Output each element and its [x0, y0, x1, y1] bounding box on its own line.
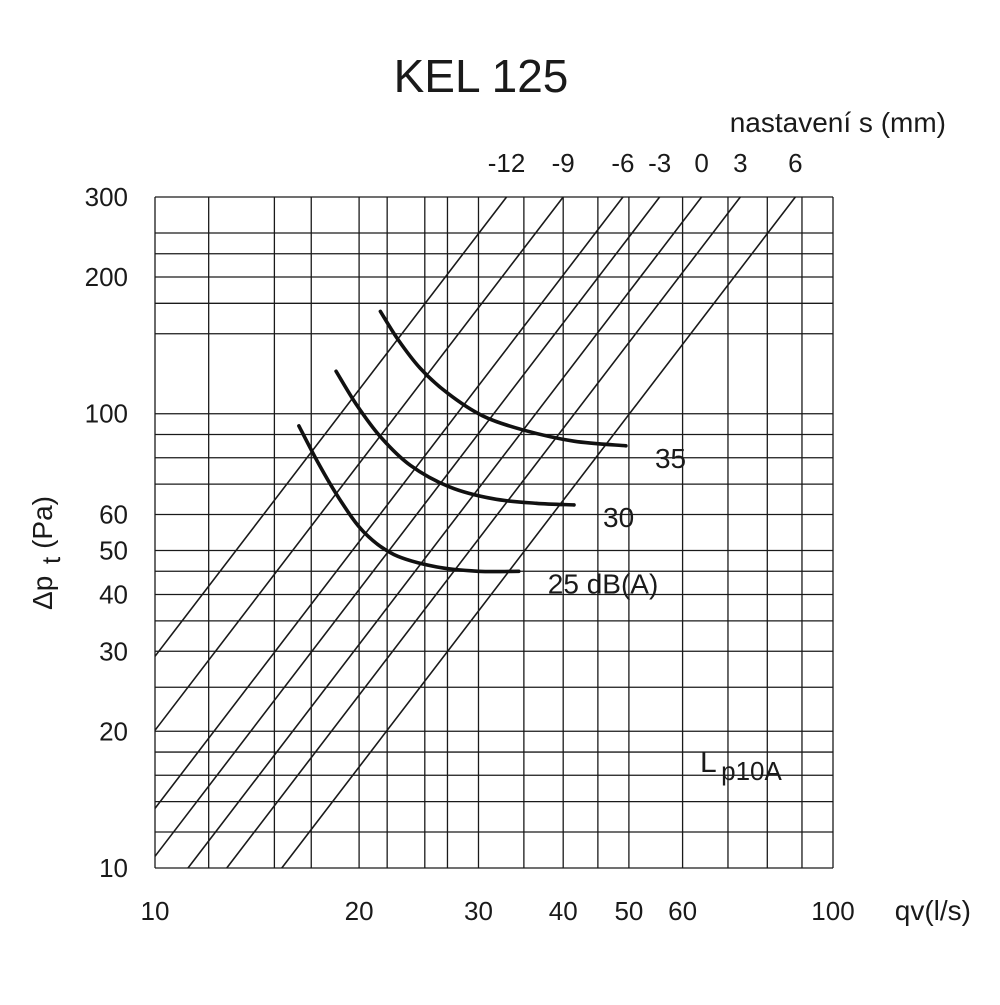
y-tick-label-40: 40: [99, 580, 128, 610]
x-tick-label-100: 100: [811, 896, 854, 926]
y-axis-label-subscript: t: [36, 556, 66, 564]
y-axis-label-delta: Δp: [27, 576, 58, 610]
annotation-main: L: [700, 746, 717, 779]
x-tick-label-60: 60: [668, 896, 697, 926]
y-tick-label-10: 10: [99, 853, 128, 883]
noise-level-annotation: L p10A: [700, 746, 783, 786]
setting-label-3: 3: [733, 148, 747, 178]
x-axis-label: qv(l/s): [895, 895, 971, 926]
x-tick-label-50: 50: [614, 896, 643, 926]
y-tick-label-200: 200: [85, 262, 128, 292]
grid: [154, 196, 834, 869]
setting-line-6: [281, 196, 796, 869]
noise-curve-label-35: 35: [655, 443, 686, 474]
y-tick-label-20: 20: [99, 716, 128, 746]
y-axis-label-unit: (Pa): [27, 496, 58, 549]
setting-label-9: -9: [552, 148, 575, 178]
noise-curve-label-30: 30: [603, 502, 634, 533]
setting-line-9: [154, 196, 564, 731]
x-tick-label-30: 30: [464, 896, 493, 926]
setting-label-6: -6: [611, 148, 634, 178]
x-tick-label-40: 40: [549, 896, 578, 926]
setting-line-6: [154, 196, 624, 809]
noise-curves: [297, 309, 628, 574]
tick-labels: 10 20 30 40 50 60 100102030405060100200300-12-…: [85, 148, 855, 926]
setting-label-3: -3: [648, 148, 671, 178]
setting-label-0: 0: [694, 148, 708, 178]
setting-line-3: [154, 196, 661, 857]
x-tick-label-10: 10: [141, 896, 170, 926]
noise-curve-25-db-a: [297, 424, 521, 574]
noise-curve-30: [334, 369, 576, 507]
setting-label-6: 6: [788, 148, 802, 178]
chart-title: KEL 125: [394, 50, 569, 102]
y-axis-label: Δp t (Pa): [27, 496, 66, 610]
y-tick-label-60: 60: [99, 500, 128, 530]
setting-line-3: [226, 196, 741, 869]
setting-label-12: -12: [488, 148, 526, 178]
setting-line-12: [154, 196, 508, 657]
annotation-sub: p10A: [721, 756, 782, 786]
y-tick-label-50: 50: [99, 535, 128, 565]
noise-curve-label-25-db-a: 25 dB(A): [548, 568, 659, 599]
y-tick-label-30: 30: [99, 636, 128, 666]
setting-line-0: [187, 196, 703, 869]
noise-curve-35: [378, 309, 628, 448]
y-tick-label-300: 300: [85, 182, 128, 212]
svg-text:Δp t (Pa): Δp t (Pa): [27, 496, 66, 610]
x-tick-label-20: 20: [345, 896, 374, 926]
y-tick-label-100: 100: [85, 399, 128, 429]
setting-lines: [154, 196, 796, 869]
setting-caption: nastavení s (mm): [730, 107, 946, 138]
